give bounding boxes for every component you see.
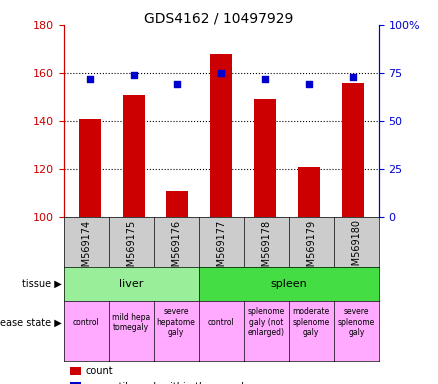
Text: moderate
splenome
galy: moderate splenome galy <box>293 307 330 337</box>
Text: tissue ▶: tissue ▶ <box>21 279 61 289</box>
Text: severe
hepatome
galy: severe hepatome galy <box>157 307 196 337</box>
Bar <box>342 83 364 217</box>
Text: percentile rank within the sample: percentile rank within the sample <box>85 382 251 384</box>
Bar <box>70 367 81 375</box>
Point <box>349 74 356 80</box>
Bar <box>79 119 101 217</box>
Point <box>261 76 268 82</box>
Point <box>174 81 181 88</box>
Text: GDS4162 / 10497929: GDS4162 / 10497929 <box>144 12 294 25</box>
Bar <box>166 190 188 217</box>
Text: GSM569179: GSM569179 <box>306 220 316 278</box>
Text: count: count <box>85 366 113 376</box>
Text: severe
splenome
galy: severe splenome galy <box>338 307 375 337</box>
Text: control: control <box>208 318 235 327</box>
Text: GSM569175: GSM569175 <box>126 220 136 279</box>
Text: control: control <box>73 318 99 327</box>
Point <box>130 72 137 78</box>
Point <box>86 76 93 82</box>
Text: spleen: spleen <box>270 279 307 289</box>
Text: GSM569174: GSM569174 <box>81 220 91 278</box>
Point <box>305 81 312 88</box>
Text: GSM569176: GSM569176 <box>171 220 181 278</box>
Bar <box>123 94 145 217</box>
Text: splenome
galy (not
enlarged): splenome galy (not enlarged) <box>247 307 285 337</box>
Bar <box>210 54 232 217</box>
Text: GSM569178: GSM569178 <box>261 220 271 278</box>
Bar <box>254 99 276 217</box>
Text: disease state ▶: disease state ▶ <box>0 317 61 327</box>
Bar <box>298 167 320 217</box>
Text: GSM569180: GSM569180 <box>351 220 361 278</box>
Text: mild hepa
tomegaly: mild hepa tomegaly <box>112 313 150 332</box>
Point <box>218 70 225 76</box>
Bar <box>70 382 81 384</box>
Text: GSM569177: GSM569177 <box>216 220 226 279</box>
Text: liver: liver <box>119 279 143 289</box>
